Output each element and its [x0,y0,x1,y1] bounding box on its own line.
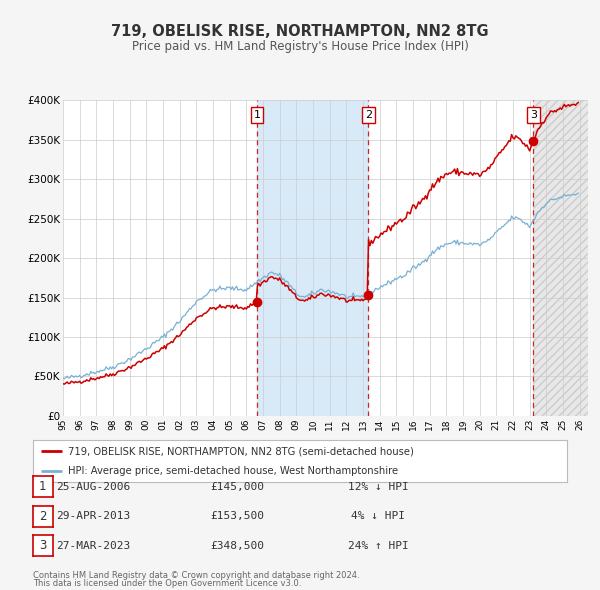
Text: 12% ↓ HPI: 12% ↓ HPI [347,482,409,491]
Bar [257,100,368,416]
Text: 719, OBELISK RISE, NORTHAMPTON, NN2 8TG (semi-detached house): 719, OBELISK RISE, NORTHAMPTON, NN2 8TG … [68,446,413,456]
Text: 24% ↑ HPI: 24% ↑ HPI [347,541,409,550]
Text: 719, OBELISK RISE, NORTHAMPTON, NN2 8TG: 719, OBELISK RISE, NORTHAMPTON, NN2 8TG [111,24,489,38]
Text: £153,500: £153,500 [210,512,264,521]
Text: 2: 2 [39,510,47,523]
Bar [533,100,588,416]
Text: 29-APR-2013: 29-APR-2013 [56,512,130,521]
Text: Price paid vs. HM Land Registry's House Price Index (HPI): Price paid vs. HM Land Registry's House … [131,40,469,53]
Text: 25-AUG-2006: 25-AUG-2006 [56,482,130,491]
Text: 3: 3 [530,110,537,120]
Text: HPI: Average price, semi-detached house, West Northamptonshire: HPI: Average price, semi-detached house,… [68,466,398,476]
Text: 27-MAR-2023: 27-MAR-2023 [56,541,130,550]
Text: This data is licensed under the Open Government Licence v3.0.: This data is licensed under the Open Gov… [33,579,301,588]
Text: 1: 1 [39,480,47,493]
Text: 1: 1 [254,110,260,120]
Bar [533,100,588,416]
Text: 2: 2 [365,110,372,120]
Text: Contains HM Land Registry data © Crown copyright and database right 2024.: Contains HM Land Registry data © Crown c… [33,571,359,580]
Text: £348,500: £348,500 [210,541,264,550]
Text: 3: 3 [39,539,47,552]
Text: 4% ↓ HPI: 4% ↓ HPI [351,512,405,521]
Text: £145,000: £145,000 [210,482,264,491]
